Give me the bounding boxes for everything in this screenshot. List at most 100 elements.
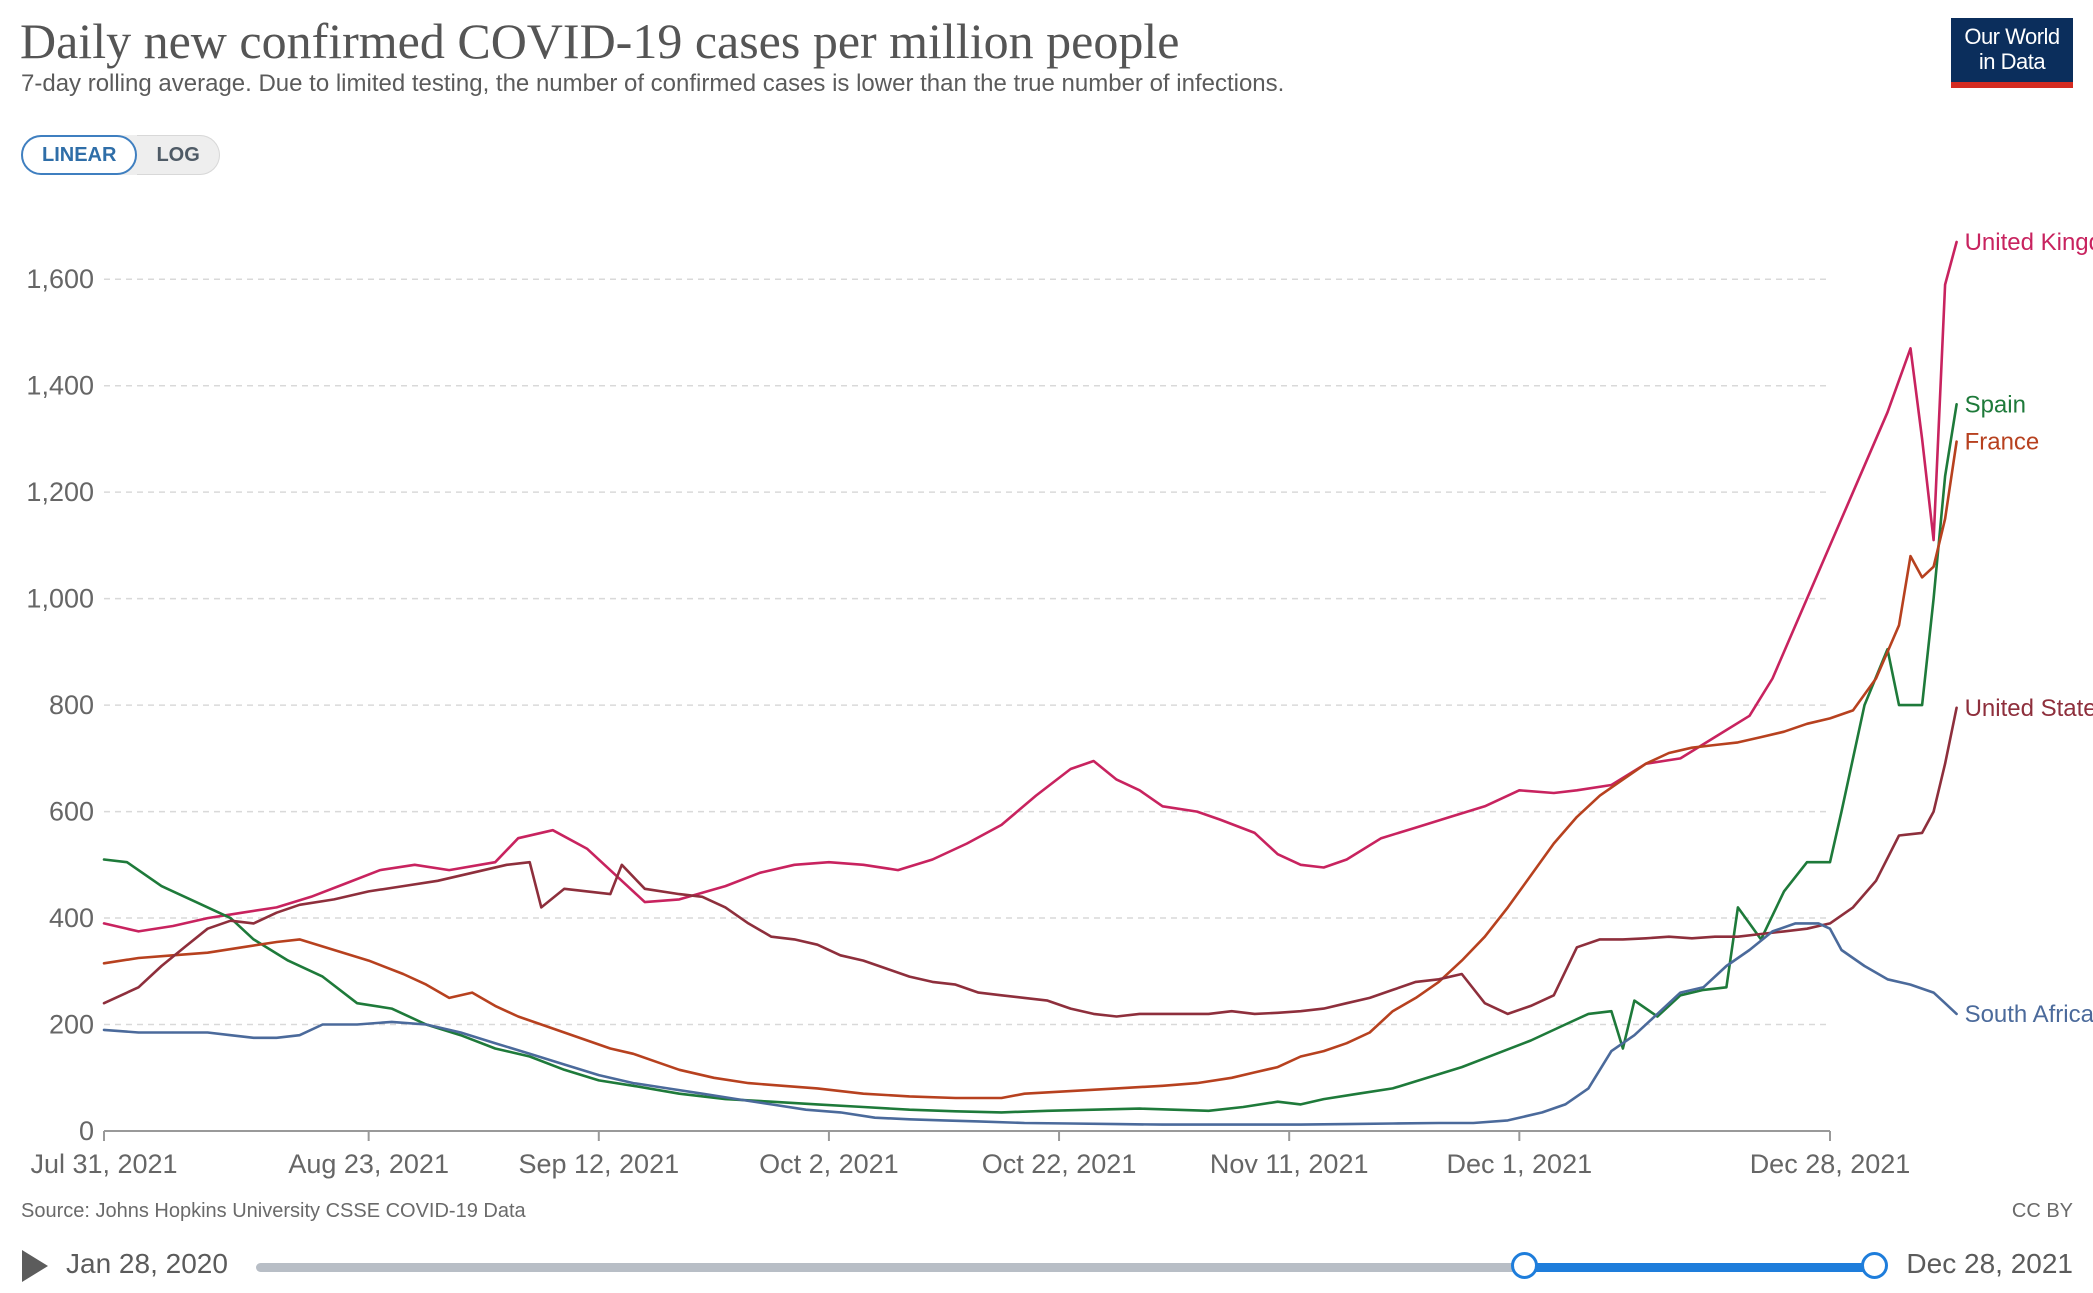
data-point: [367, 959, 370, 962]
data-point: [1633, 1034, 1636, 1036]
data-point: [598, 1074, 600, 1076]
data-point: [356, 1002, 358, 1004]
data-point: [1599, 794, 1601, 797]
data-point: [1852, 709, 1854, 712]
linear-scale-button[interactable]: LINEAR: [21, 135, 138, 175]
data-point: [586, 848, 589, 850]
data-point: [183, 946, 186, 949]
data-point: [1760, 736, 1762, 738]
data-point: [1714, 744, 1716, 746]
data-point: [1357, 1092, 1359, 1095]
data-point: [1184, 1013, 1187, 1015]
data-point: [1691, 746, 1693, 749]
data-point: [252, 922, 255, 925]
data-point: [1092, 760, 1095, 762]
data-point: [1898, 704, 1900, 706]
data-point: [1909, 347, 1912, 350]
data-point: [1345, 858, 1348, 861]
data-point: [1345, 1123, 1348, 1125]
data-point: [816, 1087, 819, 1090]
license-link[interactable]: CC BY: [2011, 1200, 2073, 1222]
data-point: [1771, 930, 1774, 933]
data-point: [505, 864, 508, 866]
data-point: [160, 885, 163, 887]
data-point: [1391, 989, 1394, 991]
data-point: [1944, 762, 1946, 765]
data-point: [321, 1023, 324, 1026]
data-point: [1023, 997, 1026, 999]
data-point: [1829, 927, 1831, 930]
data-point: [459, 1034, 462, 1036]
data-point: [770, 1100, 773, 1103]
data-point: [621, 880, 623, 882]
series-line: [102, 706, 1958, 1018]
data-point: [747, 922, 750, 925]
data-point: [413, 864, 416, 866]
data-point: [1000, 824, 1003, 826]
data-point: [1553, 994, 1555, 997]
owid-logo[interactable]: Our World in Data: [1951, 18, 2073, 88]
data-point: [1507, 1013, 1509, 1015]
data-point: [1806, 723, 1808, 725]
data-point: [1725, 965, 1728, 967]
data-point: [678, 893, 681, 895]
data-point: [1702, 989, 1705, 991]
log-scale-button[interactable]: LOG: [137, 135, 220, 175]
series-label: South Africa: [1965, 1001, 2093, 1028]
data-point: [448, 869, 451, 871]
logo-accent-bar: [1951, 82, 2073, 88]
data-point: [1806, 927, 1808, 930]
data-point: [1679, 994, 1682, 997]
data-point: [1656, 1015, 1659, 1018]
data-point: [1794, 922, 1797, 925]
data-point: [172, 1031, 174, 1034]
data-point: [598, 1079, 600, 1082]
data-point: [540, 906, 543, 909]
data-point: [1656, 1013, 1659, 1015]
data-point: [1886, 978, 1889, 981]
data-point: [1932, 539, 1935, 541]
timeline-end-handle[interactable]: [1861, 1252, 1888, 1279]
timeline-track[interactable]: [256, 1263, 1871, 1272]
data-point: [1507, 1119, 1509, 1122]
data-point: [1115, 1087, 1118, 1090]
play-icon[interactable]: [22, 1250, 48, 1282]
data-point: [724, 1098, 727, 1100]
x-tick-label: Dec 28, 2021: [1750, 1149, 1911, 1179]
data-point: [563, 1069, 566, 1071]
data-point: [1955, 403, 1958, 406]
data-point: [229, 919, 232, 922]
data-point: [1069, 1090, 1072, 1092]
data-point: [275, 906, 278, 909]
y-tick-label: 1,400: [26, 371, 94, 401]
data-point: [1863, 704, 1866, 706]
y-tick-label: 600: [49, 797, 94, 827]
data-point: [1449, 816, 1452, 818]
x-tick-label: Jul 31, 2021: [30, 1149, 177, 1179]
data-point: [1668, 752, 1670, 754]
data-point: [1484, 1002, 1486, 1004]
data-point: [494, 1047, 497, 1050]
data-point: [402, 973, 405, 975]
data-point: [966, 842, 968, 845]
data-point: [609, 1047, 612, 1050]
chart-title: Daily new confirmed COVID-19 cases per m…: [20, 13, 1180, 69]
data-point: [1161, 1123, 1164, 1126]
data-point: [1829, 717, 1831, 720]
data-point: [1069, 768, 1072, 770]
timeline-start-handle[interactable]: [1511, 1252, 1538, 1279]
data-point: [1725, 986, 1728, 989]
data-point: [1391, 1010, 1394, 1012]
data-point: [931, 858, 934, 861]
data-point: [1909, 555, 1912, 557]
data-point: [425, 1023, 428, 1026]
data-point: [908, 1118, 911, 1121]
data-point: [1322, 1007, 1325, 1010]
data-point: [1161, 1013, 1164, 1015]
data-point: [954, 983, 957, 986]
data-point: [701, 896, 704, 898]
data-point: [356, 1023, 358, 1026]
source-note[interactable]: Source: Johns Hopkins University CSSE CO…: [21, 1200, 526, 1222]
data-point: [586, 890, 589, 893]
data-point: [644, 901, 646, 903]
